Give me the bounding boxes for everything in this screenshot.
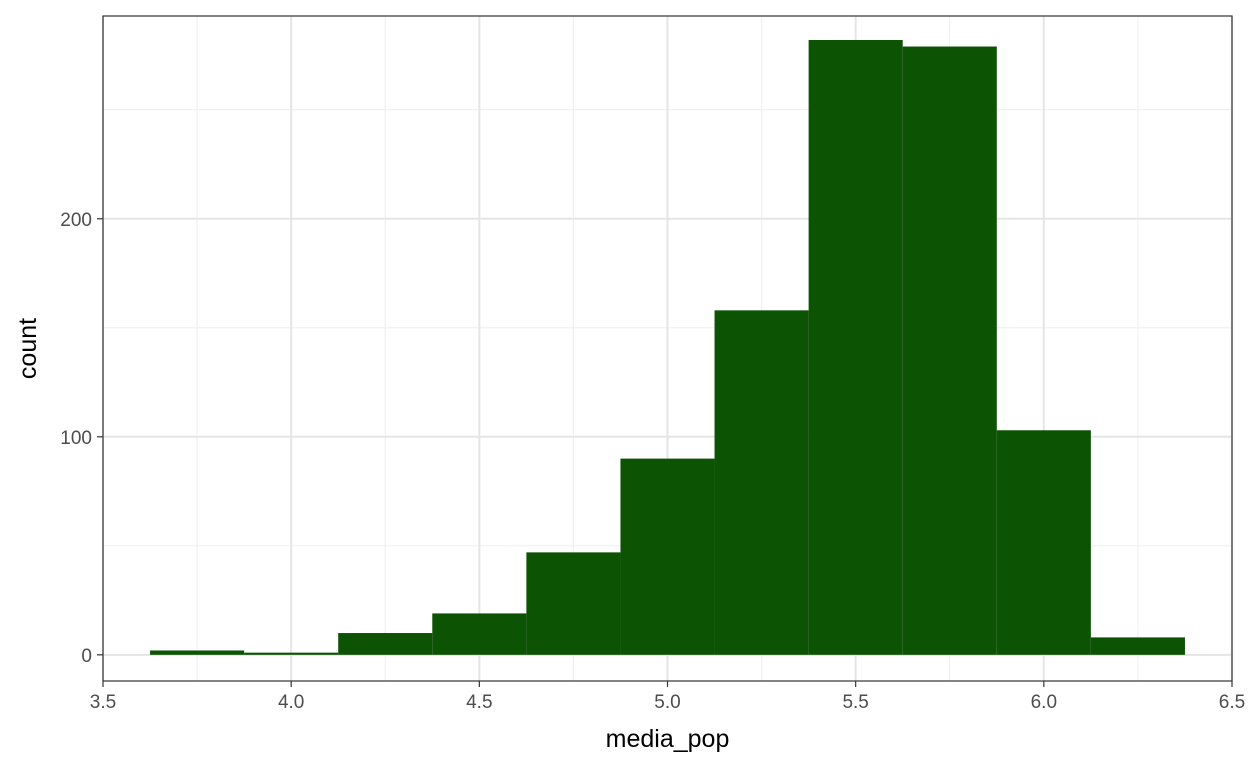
x-axis-ticks: 3.5 4.0 4.5 5.0 5.5 6.0 6.5 (90, 681, 1245, 713)
y-tick-label: 100 (60, 428, 92, 449)
x-tick-label: 3.5 (90, 692, 116, 713)
histogram-bar (432, 613, 527, 655)
x-tick-label: 4.5 (466, 692, 492, 713)
y-axis-ticks: 0 100 200 (60, 210, 103, 667)
histogram-bar (338, 633, 433, 655)
histogram-bar (244, 652, 339, 655)
x-tick-label: 6.0 (1031, 692, 1057, 713)
y-tick-label: 200 (60, 210, 92, 231)
histogram-bar (1090, 637, 1185, 655)
histogram-bar (526, 552, 621, 655)
histogram-bar (620, 458, 715, 655)
histogram-bar (996, 430, 1091, 655)
histogram-bars (150, 39, 1185, 655)
x-tick-label: 4.0 (278, 692, 304, 713)
histogram-bar (808, 39, 903, 655)
x-axis-title: media_pop (606, 725, 730, 753)
x-tick-label: 6.5 (1219, 692, 1245, 713)
histogram-bar (902, 46, 997, 655)
x-tick-label: 5.0 (654, 692, 680, 713)
histogram-bar (150, 650, 245, 655)
x-tick-label: 5.5 (842, 692, 868, 713)
y-axis-title: count (14, 318, 42, 379)
y-tick-label: 0 (81, 646, 92, 667)
histogram-bar (714, 310, 809, 655)
